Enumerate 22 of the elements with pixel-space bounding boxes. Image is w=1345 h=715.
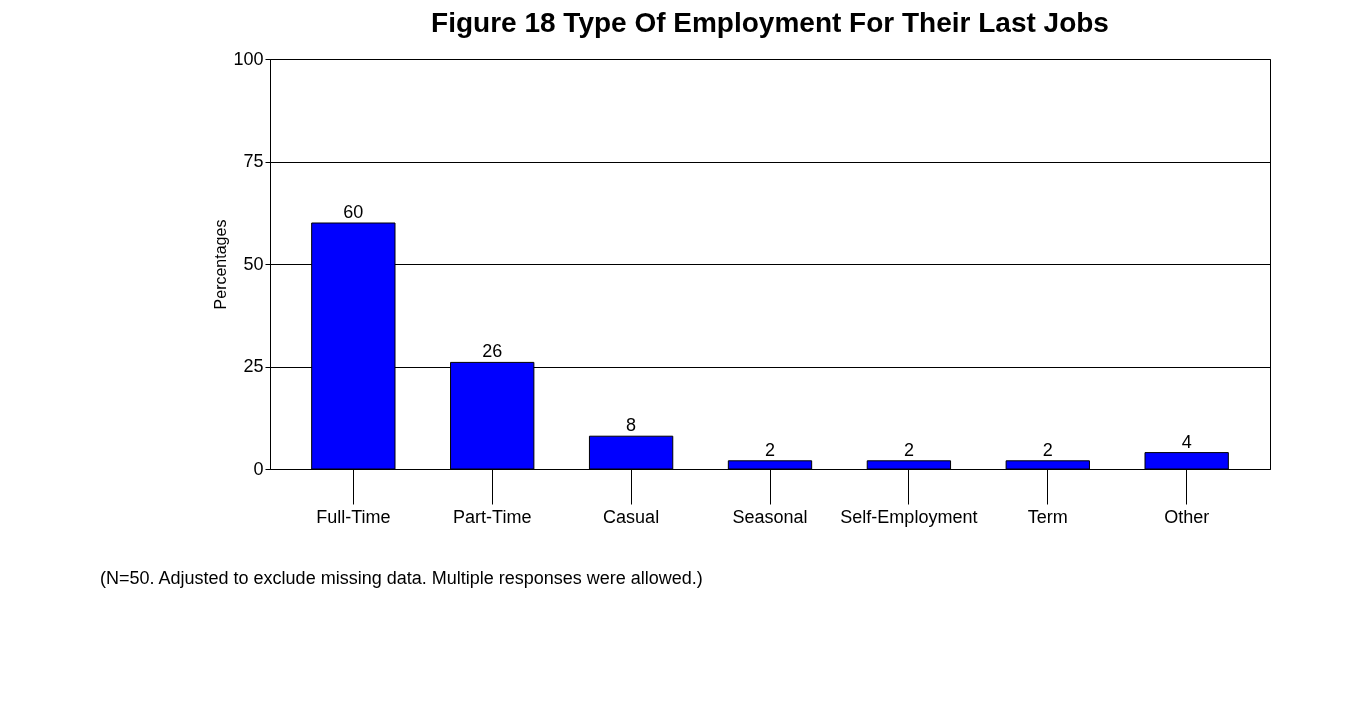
data-label: 4 xyxy=(1181,431,1192,452)
data-label: 2 xyxy=(1042,439,1053,460)
x-tick-label: Casual xyxy=(603,506,660,527)
data-label: 60 xyxy=(343,202,364,222)
x-tick-label: Part-Time xyxy=(453,506,532,527)
x-tick-label: Full-Time xyxy=(316,506,391,527)
data-label: 8 xyxy=(626,415,637,436)
y-tick-label: 0 xyxy=(253,458,264,479)
y-tick-label: 25 xyxy=(243,356,264,376)
y-tick-label: 50 xyxy=(243,253,264,274)
data-label: 26 xyxy=(482,341,503,362)
text: (N=50. Adjusted to exclude missing data. Multiple responses were allowed.) xyxy=(100,568,703,588)
data-label: 2 xyxy=(764,439,776,460)
x-tick-label: Other xyxy=(1164,506,1210,527)
x-tick-label: Seasonal xyxy=(732,506,808,527)
y-tick-label: 100 xyxy=(233,48,264,69)
y-tick-label: 75 xyxy=(243,151,264,171)
chart-title: Figure 18 Type Of Employment For Their Last Jobs xyxy=(431,7,1109,38)
x-tick-label: Term xyxy=(1027,506,1068,527)
data-label: 2 xyxy=(903,439,914,460)
x-tick-label: Self-Employment xyxy=(840,506,978,527)
y-axis-title: Percentages xyxy=(212,219,230,310)
